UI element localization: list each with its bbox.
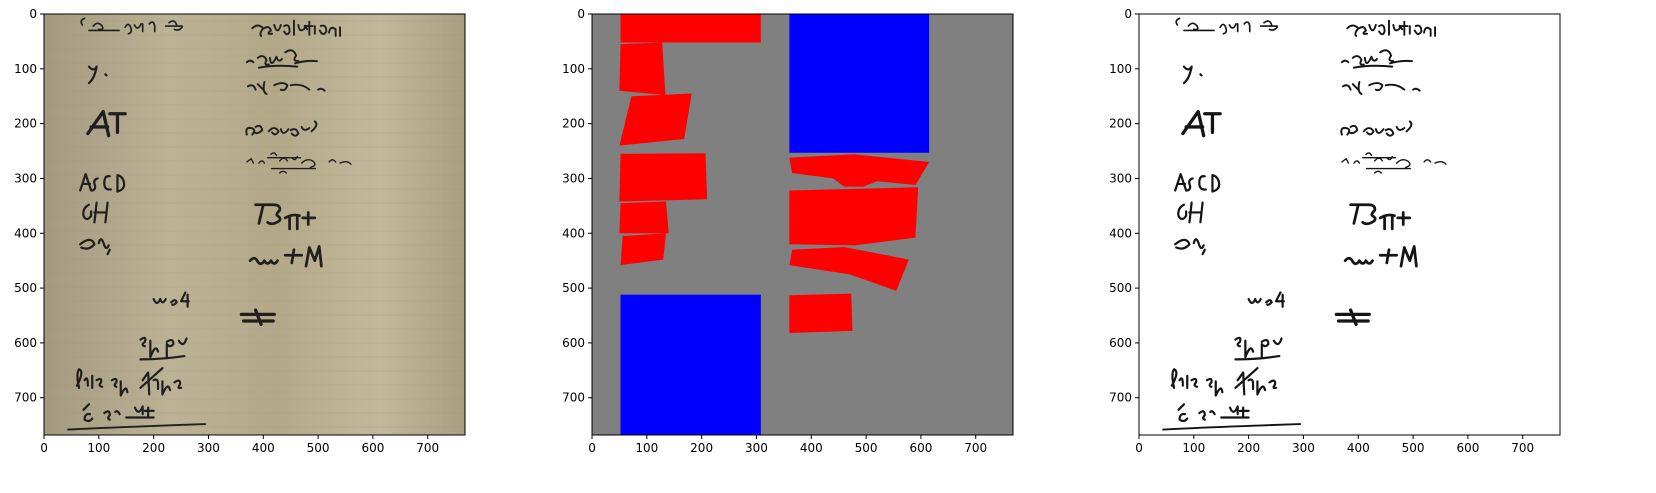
x-tick-label: 600 — [909, 441, 932, 455]
x-tick-label: 500 — [307, 441, 330, 455]
y-tick-label: 400 — [1109, 226, 1132, 240]
x-tick-label: 100 — [87, 441, 110, 455]
text-region — [789, 154, 930, 187]
x-tick-label: 100 — [1182, 441, 1205, 455]
y-tick-label: 200 — [1109, 117, 1132, 131]
x-tick-label: 300 — [745, 441, 768, 455]
y-tick-label: 100 — [14, 62, 37, 76]
y-tick-label: 100 — [1109, 62, 1132, 76]
y-tick-label: 600 — [14, 336, 37, 350]
paper-texture — [44, 14, 465, 435]
x-tick-label: 0 — [1135, 441, 1143, 455]
x-tick-label: 200 — [690, 441, 713, 455]
x-tick-label: 200 — [1237, 441, 1260, 455]
axis-ticks-binarized: 0 100 200 300 400 500 600 700 0 100 200 300 400 500 60… — [1109, 7, 1534, 455]
text-region — [789, 246, 909, 291]
y-tick-label: 500 — [1109, 281, 1132, 295]
y-tick-label: 600 — [562, 336, 585, 350]
x-tick-label: 0 — [40, 441, 48, 455]
y-tick-label: 400 — [562, 226, 585, 240]
y-tick-label: 0 — [577, 7, 585, 21]
y-tick-label: 100 — [562, 62, 585, 76]
y-tick-label: 300 — [562, 171, 585, 185]
y-tick-label: 300 — [14, 171, 37, 185]
x-tick-label: 100 — [635, 441, 658, 455]
text-region — [619, 201, 669, 234]
x-tick-label: 300 — [197, 441, 220, 455]
binarized-background — [1139, 14, 1560, 435]
text-region — [789, 187, 919, 246]
x-tick-label: 300 — [1292, 441, 1315, 455]
panel-layout-mask: 0 100 200 300 400 500 600 700 0 100 200 300 400 500 60… — [562, 7, 1014, 455]
x-tick-label: 600 — [361, 441, 384, 455]
x-tick-label: 500 — [855, 441, 878, 455]
y-tick-label: 300 — [1109, 171, 1132, 185]
block-region — [620, 294, 761, 436]
x-tick-label: 400 — [1347, 441, 1370, 455]
text-region — [620, 233, 667, 266]
text-region — [619, 153, 708, 202]
axis-ticks-original: 0 100 200 300 400 500 600 700 0 100 200 300 400 500 60… — [14, 7, 439, 455]
axes-frame — [1138, 13, 1561, 436]
block-region — [789, 14, 930, 153]
panel-binarized-result: 0 100 200 300 400 500 600 700 0 100 200 300 400 500 60… — [1109, 7, 1561, 455]
y-tick-label: 500 — [562, 281, 585, 295]
text-region — [620, 14, 761, 43]
text-region — [789, 293, 853, 334]
x-tick-label: 400 — [252, 441, 275, 455]
text-region — [619, 93, 692, 146]
axis-ticks-mask: 0 100 200 300 400 500 600 700 0 100 200 300 400 500 60… — [562, 7, 987, 455]
x-tick-label: 500 — [1402, 441, 1425, 455]
x-tick-label: 200 — [142, 441, 165, 455]
y-tick-label: 600 — [1109, 336, 1132, 350]
axes-frame — [591, 13, 1014, 436]
x-tick-label: 400 — [800, 441, 823, 455]
x-tick-label: 700 — [416, 441, 439, 455]
y-tick-label: 700 — [562, 391, 585, 405]
text-region — [619, 42, 666, 96]
x-tick-label: 0 — [588, 441, 596, 455]
y-tick-label: 700 — [1109, 391, 1132, 405]
y-tick-label: 200 — [14, 117, 37, 131]
axes-frame — [43, 13, 466, 436]
panel-original-photo: 0 100 200 300 400 500 600 700 0 100 200 300 400 500 60… — [14, 7, 466, 455]
y-tick-label: 0 — [29, 7, 37, 21]
x-tick-label: 600 — [1456, 441, 1479, 455]
mask-shapes — [619, 14, 930, 436]
x-tick-label: 700 — [1511, 441, 1534, 455]
y-tick-label: 0 — [1124, 7, 1132, 21]
y-tick-label: 200 — [562, 117, 585, 131]
y-tick-label: 700 — [14, 391, 37, 405]
x-tick-label: 700 — [964, 441, 987, 455]
y-tick-label: 500 — [14, 281, 37, 295]
y-tick-label: 400 — [14, 226, 37, 240]
